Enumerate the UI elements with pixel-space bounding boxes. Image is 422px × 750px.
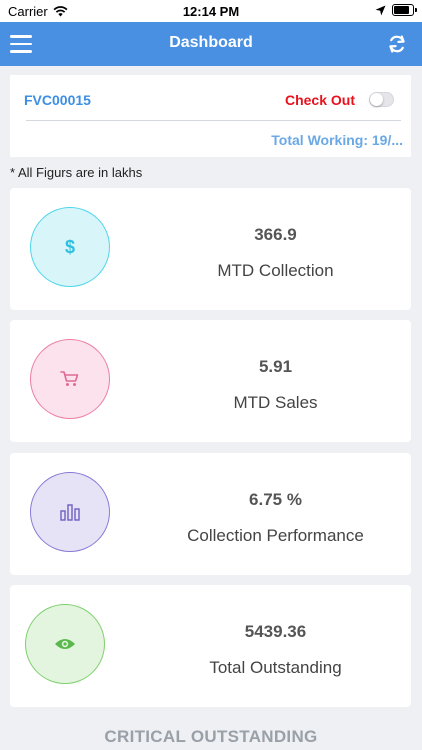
card-label: Collection Performance xyxy=(187,526,364,545)
location-arrow-icon xyxy=(375,5,386,15)
critical-outstanding-header: CRITICAL OUTSTANDING xyxy=(104,727,318,746)
carrier-label: Carrier xyxy=(8,4,48,19)
svg-text:$: $ xyxy=(65,237,75,257)
card-value: 5.91 xyxy=(258,357,293,376)
mtd-sales-card[interactable]: 5.91 MTD Sales xyxy=(10,320,411,442)
eye-icon xyxy=(55,639,75,649)
eye-icon-circle xyxy=(25,604,105,684)
status-time: 12:14 PM xyxy=(182,4,240,19)
page-title: Dashboard xyxy=(169,34,253,51)
menu-button[interactable] xyxy=(10,33,32,55)
mtd-collection-card[interactable]: $ 366.9 MTD Collection xyxy=(10,188,411,310)
checkout-label: Check Out xyxy=(284,92,355,108)
card-label: Total Outstanding xyxy=(209,658,342,677)
bar-chart-icon xyxy=(60,504,80,521)
employee-id: FVC00015 xyxy=(24,92,91,108)
card-value: 6.75 % xyxy=(249,490,302,509)
attendance-panel: FVC00015 Check Out Total Working: 19/... xyxy=(10,75,411,157)
card-label: MTD Collection xyxy=(217,261,334,280)
refresh-button[interactable] xyxy=(386,33,408,55)
collection-performance-card[interactable]: 6.75 % Collection Performance xyxy=(10,453,411,575)
sync-icon xyxy=(389,35,405,53)
dollar-icon: $ xyxy=(65,237,75,257)
dollar-icon-circle: $ xyxy=(30,207,110,287)
figures-note: * All Figurs are in lakhs xyxy=(10,165,143,180)
total-working-label[interactable]: Total Working: 19/... xyxy=(271,132,403,148)
battery-icon xyxy=(392,4,417,16)
nav-bar: Dashboard xyxy=(0,22,422,66)
total-outstanding-card[interactable]: 5439.36 Total Outstanding xyxy=(10,585,411,707)
cart-icon-circle xyxy=(30,339,110,419)
cart-icon xyxy=(60,371,79,386)
checkout-toggle[interactable] xyxy=(369,92,394,107)
card-label: MTD Sales xyxy=(233,393,318,412)
wifi-icon xyxy=(53,6,68,17)
card-value: 5439.36 xyxy=(244,622,307,641)
status-bar: Carrier 12:14 PM xyxy=(0,0,422,22)
divider xyxy=(26,120,401,121)
bar-chart-icon-circle xyxy=(30,472,110,552)
card-value: 366.9 xyxy=(254,225,297,244)
